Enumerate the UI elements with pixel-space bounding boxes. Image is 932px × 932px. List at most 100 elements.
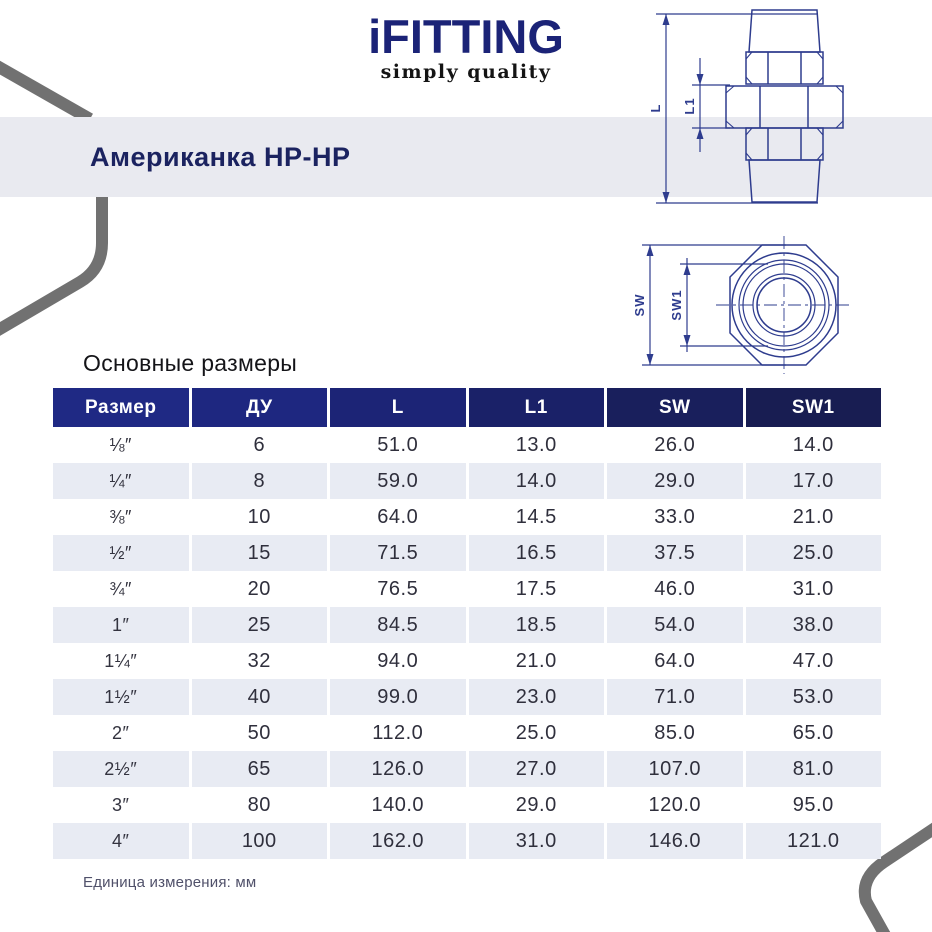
value-cell: 65.0: [745, 715, 881, 751]
value-cell: 26.0: [607, 427, 743, 463]
value-cell: 20: [191, 571, 327, 607]
value-cell: 40: [191, 679, 327, 715]
size-cell: 2″: [53, 715, 189, 751]
size-cell: ⅛″: [53, 427, 189, 463]
value-cell: 53.0: [745, 679, 881, 715]
dimension-label-l1: L1: [682, 97, 697, 114]
column-header-sw: SW: [607, 388, 743, 427]
value-cell: 71.0: [607, 679, 743, 715]
top-thread: [748, 9, 821, 53]
center-lines: [716, 236, 852, 374]
table-row: 4″ 100 162.0 31.0 146.0 121.0: [53, 823, 881, 859]
value-cell: 25.0: [745, 535, 881, 571]
value-cell: 99.0: [330, 679, 466, 715]
value-cell: 76.5: [330, 571, 466, 607]
table-row: 1″ 25 84.5 18.5 54.0 38.0: [53, 607, 881, 643]
value-cell: 15: [191, 535, 327, 571]
value-cell: 112.0: [330, 715, 466, 751]
value-cell: 126.0: [330, 751, 466, 787]
bottom-thread: [748, 159, 821, 203]
value-cell: 50: [191, 715, 327, 751]
value-cell: 47.0: [745, 643, 881, 679]
value-cell: 14.0: [468, 463, 604, 499]
table-row: ¼″ 8 59.0 14.0 29.0 17.0: [53, 463, 881, 499]
value-cell: 14.0: [745, 427, 881, 463]
value-cell: 8: [191, 463, 327, 499]
value-cell: 81.0: [745, 751, 881, 787]
value-cell: 140.0: [330, 787, 466, 823]
column-header-l1: L1: [468, 388, 604, 427]
value-cell: 6: [191, 427, 327, 463]
table-row: ⅛″ 6 51.0 13.0 26.0 14.0: [53, 427, 881, 463]
deco-line-bottom-right: [858, 822, 932, 932]
value-cell: 29.0: [468, 787, 604, 823]
dimension-l1: [692, 58, 730, 152]
size-cell: ⅜″: [53, 499, 189, 535]
value-cell: 37.5: [607, 535, 743, 571]
value-cell: 25: [191, 607, 327, 643]
value-cell: 54.0: [607, 607, 743, 643]
top-hex-nut: [745, 51, 824, 85]
value-cell: 38.0: [745, 607, 881, 643]
value-cell: 31.0: [468, 823, 604, 859]
value-cell: 85.0: [607, 715, 743, 751]
value-cell: 100: [191, 823, 327, 859]
value-cell: 27.0: [468, 751, 604, 787]
column-header-l: L: [330, 388, 466, 427]
front-view-technical-drawing: SW SW1: [632, 236, 852, 374]
side-view-technical-drawing: L L1: [648, 9, 844, 204]
header-row: Размер ДУ L L1 SW SW1: [53, 388, 881, 427]
value-cell: 64.0: [607, 643, 743, 679]
brand-tagline: simply quality: [380, 61, 552, 84]
value-cell: 18.5: [468, 607, 604, 643]
value-cell: 46.0: [607, 571, 743, 607]
size-cell: 2½″: [53, 751, 189, 787]
table-row: 3″ 80 140.0 29.0 120.0 95.0: [53, 787, 881, 823]
column-header-du: ДУ: [191, 388, 327, 427]
value-cell: 33.0: [607, 499, 743, 535]
value-cell: 21.0: [745, 499, 881, 535]
table-row: ½″ 15 71.5 16.5 37.5 25.0: [53, 535, 881, 571]
table-row: 2½″ 65 126.0 27.0 107.0 81.0: [53, 751, 881, 787]
bottom-hex-nut: [745, 127, 824, 161]
value-cell: 51.0: [330, 427, 466, 463]
size-cell: ¾″: [53, 571, 189, 607]
value-cell: 120.0: [607, 787, 743, 823]
value-cell: 31.0: [745, 571, 881, 607]
value-cell: 84.5: [330, 607, 466, 643]
deco-line-top-left: [0, 60, 93, 125]
value-cell: 59.0: [330, 463, 466, 499]
size-cell: 1½″: [53, 679, 189, 715]
dimension-l: [656, 13, 818, 204]
title-banner: Американка НР-НР: [0, 117, 932, 197]
value-cell: 32: [191, 643, 327, 679]
value-cell: 17.0: [745, 463, 881, 499]
table-row: ⅜″ 10 64.0 14.5 33.0 21.0: [53, 499, 881, 535]
union-nut-hex: [725, 85, 844, 129]
dimension-label-sw1: SW1: [669, 289, 684, 320]
product-title: Американка НР-НР: [90, 141, 351, 172]
dimension-label-l: L: [648, 104, 663, 113]
deco-line-mid-left: [0, 192, 108, 336]
value-cell: 95.0: [745, 787, 881, 823]
value-cell: 23.0: [468, 679, 604, 715]
value-cell: 65: [191, 751, 327, 787]
size-cell: 1″: [53, 607, 189, 643]
value-cell: 80: [191, 787, 327, 823]
dimension-sw: [642, 244, 786, 366]
value-cell: 94.0: [330, 643, 466, 679]
size-table-header: Размер ДУ L L1 SW SW1: [53, 388, 881, 427]
column-header-sw1: SW1: [745, 388, 881, 427]
table-row: 2″ 50 112.0 25.0 85.0 65.0: [53, 715, 881, 751]
value-cell: 71.5: [330, 535, 466, 571]
value-cell: 17.5: [468, 571, 604, 607]
value-cell: 146.0: [607, 823, 743, 859]
value-cell: 13.0: [468, 427, 604, 463]
value-cell: 107.0: [607, 751, 743, 787]
size-cell: 1¼″: [53, 643, 189, 679]
size-table: Размер ДУ L L1 SW SW1 ⅛″ 6 51.0 13.0 26.0 14.…: [50, 388, 884, 859]
value-cell: 14.5: [468, 499, 604, 535]
dimension-sw1: [680, 258, 768, 352]
